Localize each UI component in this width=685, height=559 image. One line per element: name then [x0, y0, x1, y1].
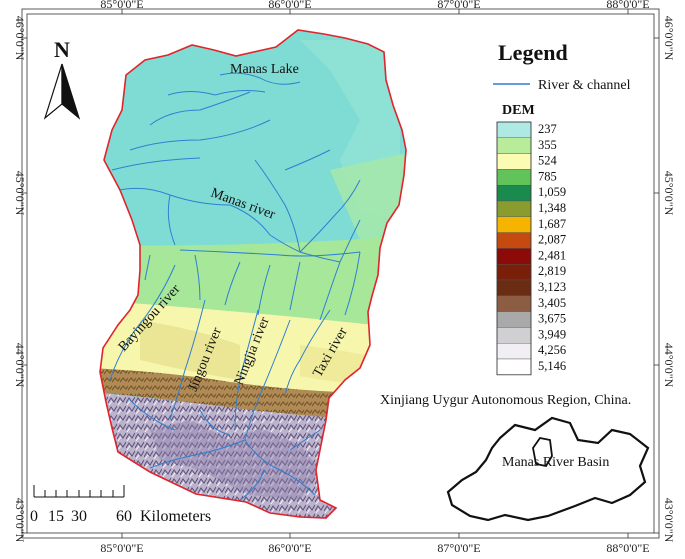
- lon-label-top-2: 86°0'0"E: [268, 0, 311, 11]
- frame-ticks: [22, 9, 659, 538]
- dem-value-label: 237: [538, 122, 557, 136]
- dem-value-label: 4,256: [538, 343, 566, 357]
- river-network: [109, 72, 361, 501]
- lat-label-right-3: 44°0'0"N: [662, 343, 676, 388]
- inset-caption: Xinjiang Uygur Autonomous Region, China.: [380, 393, 631, 408]
- lon-label-top-4: 88°0'0"E: [606, 0, 649, 11]
- lat-label-left-2: 45°0'0"N: [13, 171, 27, 216]
- dem-swatch: [496, 184, 532, 202]
- dem-swatch: [496, 295, 532, 312]
- lat-label-right-4: 43°0'0"N: [662, 498, 676, 543]
- dem-value-label: 2,481: [538, 248, 566, 262]
- lat-label-right-2: 45°0'0"N: [662, 171, 676, 216]
- basin-inset-label: Manas River Basin: [502, 455, 609, 470]
- lon-label-bottom-4: 88°0'0"E: [606, 541, 649, 555]
- dem-value-label: 2,087: [538, 233, 566, 247]
- dem-swatch: [496, 232, 532, 249]
- dem-swatch: [496, 121, 532, 139]
- lon-label-top-3: 87°0'0"E: [437, 0, 480, 11]
- map-frame: [21, 8, 660, 539]
- dem-value-label: 785: [538, 169, 557, 183]
- dem-swatch: [496, 216, 532, 233]
- dem-swatch: [496, 264, 532, 281]
- dem-value-label: 1,687: [538, 217, 566, 231]
- dem-value-label: 1,059: [538, 185, 566, 199]
- scale-tick-0: 0: [30, 508, 38, 525]
- dem-swatch: [496, 327, 532, 344]
- scale-tick-60: 60: [116, 508, 132, 525]
- dem-value-label: 3,675: [538, 312, 566, 326]
- lat-label-left-1: 46°0'0"N: [13, 16, 27, 61]
- scale-unit: Kilometers: [140, 508, 211, 525]
- scale-tick-15: 15: [48, 508, 64, 525]
- river-legend-label: River & channel: [538, 78, 631, 93]
- north-label: N: [54, 37, 70, 62]
- dem-value-label: 3,123: [538, 280, 566, 294]
- dem-swatch: [496, 311, 532, 328]
- basin-inset-outline: [532, 437, 553, 468]
- dem-ramp-frame: [496, 121, 532, 376]
- lat-label-left-4: 43°0'0"N: [13, 498, 27, 543]
- lon-label-bottom-2: 86°0'0"E: [268, 541, 311, 555]
- scale-bar: 0 15 30 60 Kilometers: [30, 485, 211, 525]
- dem-swatch: [496, 169, 532, 186]
- north-arrow-icon: N: [43, 37, 81, 120]
- lon-label-bottom-3: 87°0'0"E: [437, 541, 480, 555]
- dem-title: DEM: [502, 103, 535, 118]
- dem-value-label: 3,405: [538, 296, 566, 310]
- dem-swatch: [496, 137, 532, 154]
- dem-value-label: 5,146: [538, 359, 566, 373]
- dem-swatch: [496, 358, 532, 376]
- dem-swatch: [496, 200, 532, 218]
- basin-boundary: [99, 29, 407, 519]
- xinjiang-inset: Manas River Basin: [446, 416, 650, 522]
- scale-tick-30: 30: [71, 508, 87, 525]
- dem-swatch: [496, 279, 532, 297]
- dem-swatch: [496, 248, 532, 265]
- dem-value-label: 355: [538, 138, 557, 152]
- lat-label-left-3: 44°0'0"N: [13, 343, 27, 388]
- dem-value-label: 3,949: [538, 327, 566, 341]
- dem-value-label: 524: [538, 154, 558, 168]
- lat-label-right-1: 46°0'0"N: [662, 16, 676, 61]
- lon-label-top-1: 85°0'0"E: [100, 0, 143, 11]
- lon-label-bottom-1: 85°0'0"E: [100, 541, 143, 555]
- legend-title: Legend: [498, 40, 568, 65]
- dem-swatch: [496, 343, 532, 360]
- manas-lake-label: Manas Lake: [230, 62, 299, 77]
- xinjiang-outline: [446, 416, 650, 522]
- dem-value-label: 2,819: [538, 264, 566, 278]
- dem-value-label: 1,348: [538, 201, 566, 215]
- dem-swatch: [496, 153, 532, 170]
